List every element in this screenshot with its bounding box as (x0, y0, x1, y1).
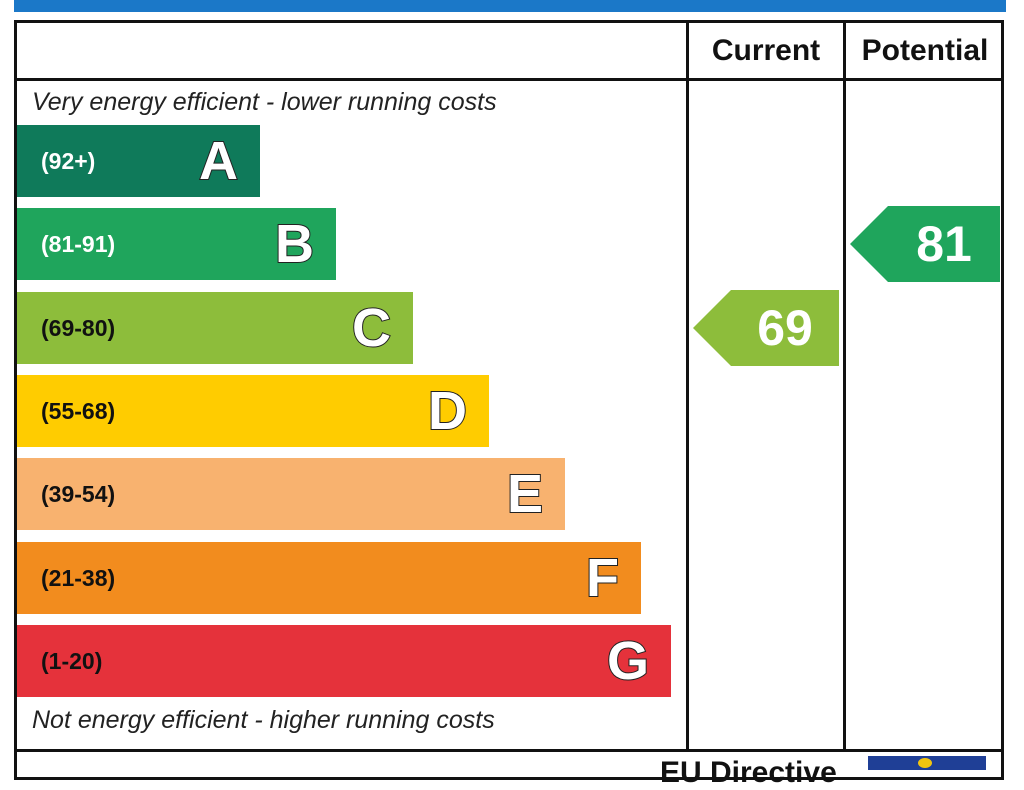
caption-top: Very energy efficient - lower running co… (32, 88, 497, 116)
band-range-label: (1-20) (41, 647, 103, 674)
potential-rating-value: 81 (916, 216, 972, 273)
band-letter-label: E (506, 463, 544, 525)
band-letter-label: G (606, 630, 650, 692)
band-range-label: (39-54) (41, 481, 116, 508)
band-e: (39-54) E (17, 458, 565, 531)
band-d: (55-68) D (17, 374, 489, 447)
footer-brand-text: EU Directive (660, 756, 837, 789)
caption-bottom: Not energy efficient - higher running co… (32, 706, 495, 734)
band-letter-label: C (351, 297, 392, 359)
current-arrow-shape (693, 289, 839, 366)
potential-arrow-shape (850, 206, 1000, 283)
eu-flag-icon (868, 756, 986, 770)
band-c: (69-80) C (17, 291, 413, 364)
band-letter-label: A (198, 130, 239, 192)
band-range-label: (55-68) (41, 397, 116, 424)
band-range-label: (69-80) (41, 314, 116, 341)
band-a: (92+) A (17, 125, 260, 197)
band-range-label: (81-91) (41, 231, 116, 258)
current-rating-value: 69 (757, 299, 813, 356)
band-letter-label: D (427, 380, 468, 442)
band-f: (21-38) F (17, 541, 641, 614)
band-b: (81-91) B (17, 208, 336, 281)
band-letter-label: F (585, 547, 620, 609)
column-header-current: Current (711, 34, 821, 67)
potential-rating-arrow: 81 (850, 206, 1000, 283)
band-letter-label: B (274, 213, 315, 275)
footer-divider (14, 749, 1004, 752)
band-range-label: (21-38) (41, 564, 116, 591)
column-header-potential: Potential (861, 34, 989, 67)
header-divider (14, 78, 1004, 81)
divider-current (686, 20, 689, 752)
current-rating-arrow: 69 (693, 289, 839, 366)
band-g: (1-20) G (17, 624, 671, 697)
band-range-label: (92+) (41, 148, 96, 174)
divider-potential (843, 20, 846, 752)
top-blue-bar (14, 0, 1006, 12)
